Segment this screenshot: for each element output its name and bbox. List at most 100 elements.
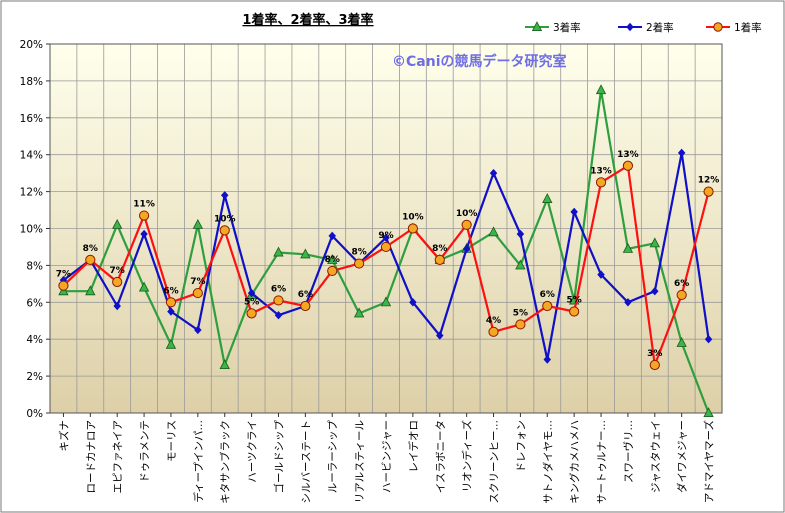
x-tick-label: ハービンジャー	[381, 420, 393, 493]
data-point	[488, 226, 499, 237]
y-tick-label: 18%	[20, 76, 43, 88]
data-point	[353, 307, 365, 318]
y-tick-label: 16%	[20, 113, 43, 125]
data-point	[380, 296, 392, 307]
data-point	[138, 281, 150, 292]
data-label: 7%	[56, 270, 71, 280]
data-point	[677, 148, 686, 158]
data-point	[515, 259, 526, 270]
data-label: 7%	[110, 266, 125, 276]
data-point	[489, 168, 498, 178]
series-diamond	[59, 148, 713, 364]
data-point	[516, 229, 525, 239]
data-point	[703, 186, 714, 197]
x-tick-label: リアルスティール	[354, 420, 366, 503]
x-tick-label: ディープインパ…	[192, 420, 205, 503]
data-point	[488, 326, 499, 337]
x-tick-label: モーリス	[166, 420, 178, 462]
data-point	[328, 231, 336, 241]
data-point	[58, 280, 69, 291]
data-point	[327, 254, 338, 264]
data-point	[140, 229, 148, 239]
data-label: 6%	[271, 284, 286, 294]
series-triangle	[58, 84, 714, 418]
chart-title: 1着率、2着率、3着率	[242, 12, 373, 28]
y-tick-label: 2%	[26, 371, 43, 383]
data-point	[219, 225, 230, 236]
y-tick-label: 6%	[26, 297, 43, 309]
data-label: 13%	[590, 166, 612, 176]
legend-marker	[713, 22, 723, 32]
x-tick-label: ゴールドシップ	[272, 420, 285, 494]
data-point	[543, 355, 552, 364]
y-tick-label: 4%	[26, 334, 43, 346]
data-point	[354, 258, 365, 269]
data-point	[624, 298, 632, 307]
data-point	[651, 287, 659, 296]
data-point	[622, 242, 634, 253]
x-tick-label: サートゥルナー…	[596, 420, 608, 504]
data-point	[407, 223, 418, 234]
data-label: 10%	[402, 213, 424, 223]
data-point	[165, 297, 177, 308]
data-label: 6%	[674, 279, 689, 289]
axes: 0% 2% 4% 6% 8% 10% 12% 14% 16% 18% 20% キズナ ロードカナロア エピ…	[20, 39, 723, 504]
x-tick-label: ドゥラメンテ	[139, 420, 151, 483]
y-tick-label: 8%	[26, 260, 43, 272]
x-tick-label: ジャスタウェイ	[650, 420, 662, 493]
data-point	[380, 241, 392, 253]
data-point	[138, 210, 150, 221]
data-point	[382, 233, 390, 242]
data-point	[649, 359, 660, 371]
x-tick-label: キングカメハメハ	[568, 420, 581, 504]
series-layer	[58, 84, 714, 418]
data-point	[112, 218, 123, 229]
data-point	[542, 300, 553, 312]
data-point	[569, 306, 580, 317]
data-point	[515, 319, 526, 330]
legend-label: 1着率	[734, 21, 762, 34]
data-point	[595, 177, 607, 188]
legend-marker	[626, 22, 634, 32]
data-label: 13%	[617, 150, 639, 160]
data-label: 3%	[647, 349, 662, 359]
data-point	[436, 331, 444, 340]
data-labels: 7% 8% 7% 11% 6% 7% 10% 5% 6% 6% 8% 8% 9% 10% 8% 10% 4% 5%…	[56, 150, 720, 359]
legend: 3着率 2着率 1着率	[525, 21, 762, 34]
data-point	[595, 84, 607, 95]
data-point	[165, 338, 177, 349]
y-tick-label: 12%	[20, 187, 43, 199]
data-label: 6%	[163, 286, 178, 296]
data-point	[194, 325, 202, 335]
x-tick-label: シルバーステート	[300, 420, 312, 503]
y-tick-label: 14%	[20, 150, 43, 162]
x-tick-label: リオンディーズ	[461, 420, 474, 492]
data-point	[192, 287, 203, 299]
data-point	[85, 254, 96, 265]
data-point	[434, 254, 445, 265]
data-point	[462, 244, 471, 253]
data-label: 11%	[133, 200, 155, 210]
y-tick-label: 0%	[26, 408, 43, 420]
data-point	[273, 295, 284, 306]
data-point	[167, 307, 175, 316]
x-tick-label: イスラボニータ	[435, 420, 447, 493]
data-label: 6%	[298, 290, 313, 300]
data-point	[327, 265, 338, 277]
x-tick-label: ルーラーシップ	[327, 420, 339, 494]
data-label: 9%	[378, 231, 393, 241]
x-tick-label: ダイワメジャー	[676, 420, 689, 493]
data-point	[300, 300, 311, 312]
gridlines	[50, 43, 722, 413]
x-tick-label: ドレフォン	[515, 420, 527, 473]
x-tick-label: レイデオロ	[407, 420, 420, 473]
data-point	[409, 298, 417, 307]
data-point	[246, 308, 257, 319]
data-point	[704, 334, 713, 344]
data-point	[247, 288, 256, 298]
x-tick-label: ロードカナロア	[85, 420, 97, 494]
data-point	[112, 276, 123, 288]
data-point	[192, 218, 204, 229]
data-point	[300, 248, 311, 259]
